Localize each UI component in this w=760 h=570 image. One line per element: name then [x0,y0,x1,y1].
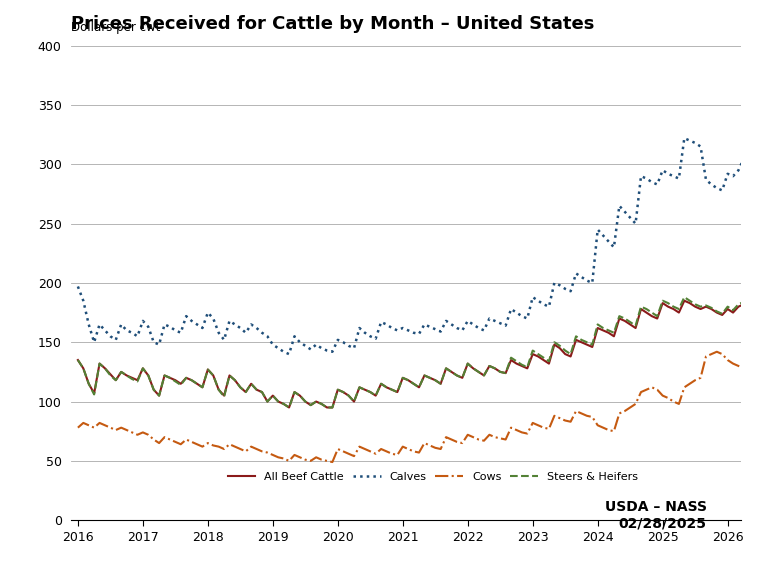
All Beef Cattle [317,401,326,408]
Line: Calves: Calves [78,87,760,354]
All Beef Cattle [73,357,82,364]
All Beef Cattle [133,377,142,384]
Steers & Heifers [653,313,662,320]
Calves [669,173,678,180]
Calves [73,283,82,290]
Cows [360,446,369,453]
Cows [73,424,82,431]
Text: USDA – NASS
02/28/2025: USDA – NASS 02/28/2025 [605,500,707,530]
Steers & Heifers [73,357,82,364]
Steers & Heifers [160,372,169,379]
Calves [436,328,445,335]
Calves [333,336,342,343]
Cows [436,446,445,453]
Calves [360,329,369,336]
Line: Steers & Heifers: Steers & Heifers [78,283,760,408]
Steers & Heifers [317,401,326,408]
Cows [712,348,721,355]
Calves [734,167,743,174]
All Beef Cattle [284,404,293,411]
Line: Cows: Cows [78,352,760,462]
Steers & Heifers [648,309,657,316]
Line: All Beef Cattle: All Beef Cattle [78,283,760,408]
Calves [284,351,293,357]
All Beef Cattle [160,372,169,379]
Text: Dollars per cwt: Dollars per cwt [71,21,161,34]
Cows [333,446,342,453]
Cows [669,398,678,405]
Cows [241,448,250,455]
All Beef Cattle [653,315,662,322]
Cows [328,459,337,466]
Steers & Heifers [133,378,142,385]
Text: Prices Received for Cattle by Month – United States: Prices Received for Cattle by Month – Un… [71,15,595,33]
Cows [739,365,749,372]
All Beef Cattle [296,392,305,399]
All Beef Cattle [648,313,657,320]
Steers & Heifers [284,404,293,411]
Calves [241,329,250,336]
Legend: All Beef Cattle, Calves, Cows, Steers & Heifers: All Beef Cattle, Calves, Cows, Steers & … [223,467,642,486]
Steers & Heifers [296,392,305,399]
